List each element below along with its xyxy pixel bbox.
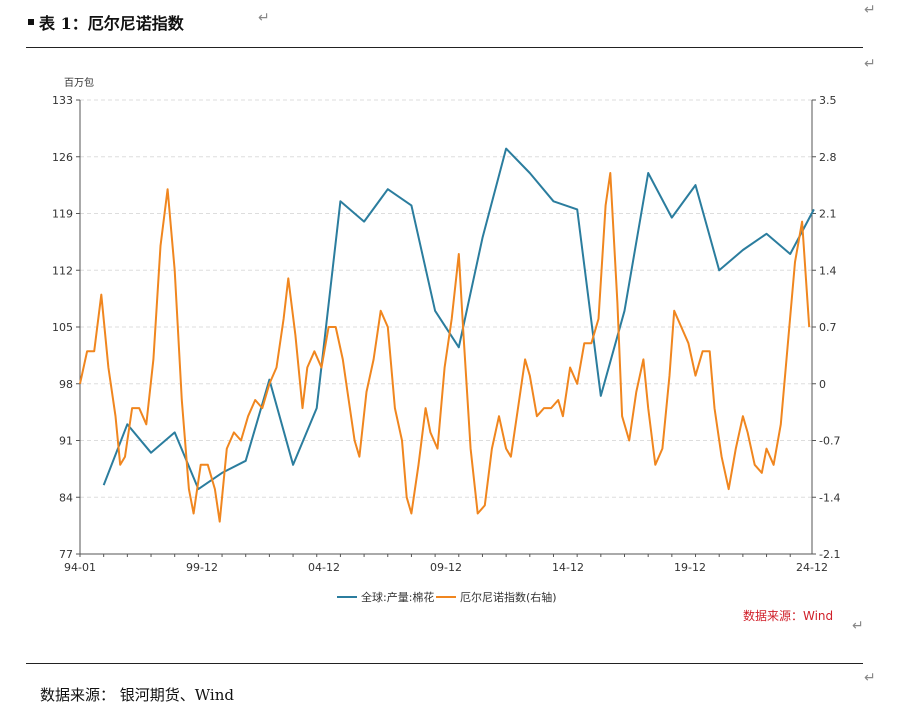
left-tick-label: 77 — [59, 548, 73, 561]
legend-label-production: 全球:产量:棉花 — [361, 590, 434, 604]
page-title-text: 表 1：厄尔尼诺指数 — [39, 14, 184, 33]
page-title: 表 1：厄尔尼诺指数 — [28, 10, 184, 34]
left-tick-label: 91 — [59, 435, 73, 448]
right-tick-label: 2.1 — [819, 208, 837, 221]
right-tick-label: 2.8 — [819, 151, 837, 164]
gridlines — [80, 99, 812, 498]
x-tick-label: 04-12 — [308, 561, 340, 574]
x-tick-label: 24-12 — [796, 561, 828, 574]
left-tick-label: 112 — [52, 264, 73, 277]
series-line-production — [102, 147, 815, 491]
return-mark-icon: ↵ — [864, 670, 876, 686]
return-mark-icon: ↵ — [864, 2, 876, 18]
right-tick-label: 0 — [819, 378, 826, 391]
left-tick-label: 119 — [52, 208, 73, 221]
left-tick-label: 84 — [59, 491, 73, 504]
left-axis-ticks: 77 84 91 98 105 112 119 126 133 — [52, 94, 80, 561]
right-tick-label: -2.1 — [819, 548, 840, 561]
top-rule — [26, 47, 863, 48]
x-tick-label: 19-12 — [674, 561, 706, 574]
x-tick-label: 99-12 — [186, 561, 218, 574]
left-tick-label: 105 — [52, 321, 73, 334]
chart-source-label: 数据来源：Wind — [743, 608, 833, 623]
right-tick-label: 1.4 — [819, 264, 837, 277]
right-tick-label: 3.5 — [819, 94, 837, 107]
left-tick-label: 126 — [52, 151, 73, 164]
x-tick-label: 94-01 — [64, 561, 96, 574]
right-axis-ticks: -2.1 -1.4 -0.7 0 0.7 1.4 2.1 2.8 3.5 — [812, 94, 840, 561]
bottom-rule — [26, 663, 863, 664]
series-layer — [79, 147, 815, 523]
left-tick-label: 98 — [59, 378, 73, 391]
right-tick-label: -1.4 — [819, 491, 840, 504]
return-mark-icon: ↵ — [864, 56, 876, 72]
x-axis-ticks: 94-01 99-12 04-12 09-12 14-12 19-12 24-12 — [64, 554, 828, 574]
series-line-enso — [79, 172, 811, 523]
legend: 全球:产量:棉花 厄尔尼诺指数(右轴) — [337, 590, 557, 604]
left-axis-unit: 百万包 — [64, 76, 94, 89]
return-mark-icon: ↵ — [852, 618, 864, 634]
footer-source: 数据来源： 银河期货、Wind — [40, 686, 234, 704]
x-tick-label: 09-12 — [430, 561, 462, 574]
x-tick-label: 14-12 — [552, 561, 584, 574]
title-bullet-icon — [28, 19, 34, 25]
right-tick-label: 0.7 — [819, 321, 837, 334]
left-tick-label: 133 — [52, 94, 73, 107]
legend-label-enso: 厄尔尼诺指数(右轴) — [460, 590, 557, 604]
return-mark-icon: ↵ — [258, 10, 270, 26]
right-tick-label: -0.7 — [819, 435, 840, 448]
